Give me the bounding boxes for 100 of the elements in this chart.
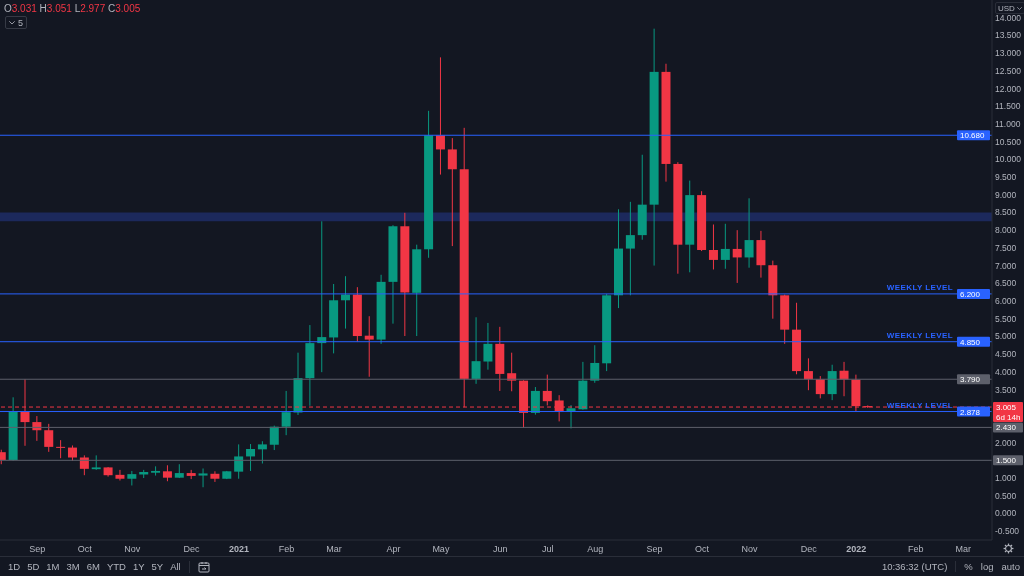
ref-line-label: 2.430 xyxy=(996,423,1017,433)
x-tick-label: Feb xyxy=(907,544,924,554)
candlestick xyxy=(732,229,742,284)
y-tick-label: 8.000 xyxy=(995,225,1017,236)
x-tick-label: Sep xyxy=(646,544,663,554)
x-tick-label: Jun xyxy=(492,544,508,554)
candlestick xyxy=(257,440,267,465)
y-tick-label: 6.000 xyxy=(995,295,1017,306)
y-tick-label: 12.500 xyxy=(995,65,1022,76)
x-tick-label: 2022 xyxy=(846,544,867,554)
text: log xyxy=(980,561,994,572)
y-tick-label: 7.000 xyxy=(995,260,1017,271)
text: 5Y xyxy=(151,561,164,572)
candlestick xyxy=(471,316,481,385)
x-tick-label: Mar xyxy=(326,544,342,554)
x-tick-label: May xyxy=(432,544,450,554)
candlestick xyxy=(435,56,445,176)
candlestick xyxy=(507,352,517,392)
candlestick xyxy=(44,423,54,453)
candlestick xyxy=(815,375,825,399)
y-tick-label: 2.000 xyxy=(995,437,1017,448)
candlestick xyxy=(198,467,208,488)
x-tick-label: Dec xyxy=(800,544,818,554)
x-tick-label: 2021 xyxy=(229,544,250,554)
x-tick-label: Aug xyxy=(587,544,604,554)
y-tick-label: 8.500 xyxy=(995,207,1017,218)
text: 3M xyxy=(66,561,80,572)
candlestick xyxy=(744,197,754,269)
text: All xyxy=(170,561,181,572)
x-tick-label: Apr xyxy=(386,544,401,554)
y-tick-label: -0.500 xyxy=(995,526,1020,537)
annotation: 5 xyxy=(18,17,24,28)
text: 1M xyxy=(46,561,60,572)
y-tick-label: 7.500 xyxy=(995,242,1017,253)
y-tick-label: 9.500 xyxy=(995,172,1017,183)
ref-line-label: 3.005 xyxy=(996,403,1017,413)
ref-line-label: 2.878 xyxy=(960,407,981,417)
text: YTD xyxy=(106,561,126,572)
y-tick-label: 11.000 xyxy=(995,118,1021,129)
text: 10:36:32 (UTC) xyxy=(881,561,948,572)
y-tick-label: 11.500 xyxy=(995,101,1021,112)
candlestick xyxy=(839,361,849,397)
candlestick xyxy=(720,223,730,270)
candlestick xyxy=(590,344,600,384)
annotation: WEEKLY LEVEL xyxy=(886,401,953,411)
y-tick-label: 13.000 xyxy=(995,48,1022,59)
y-tick-label: 10.500 xyxy=(995,136,1022,147)
candlestick xyxy=(708,224,718,270)
candlestick xyxy=(625,201,635,296)
y-tick-label: 13.500 xyxy=(995,30,1022,41)
candlestick xyxy=(56,439,66,459)
ref-line-label: 6.200 xyxy=(960,289,981,299)
x-tick-label: Mar xyxy=(955,544,971,554)
candlestick xyxy=(281,390,291,436)
text: 5D xyxy=(27,561,40,572)
text: % xyxy=(955,561,973,572)
text: 6M xyxy=(86,561,100,572)
x-tick-label: Nov xyxy=(741,544,759,554)
candlestick xyxy=(483,322,493,371)
y-tick-label: 14.000 xyxy=(995,12,1022,23)
y-tick-label: 12.000 xyxy=(995,83,1022,94)
annotation: O3.031 H3.051 L2.977 C3.005 xyxy=(4,3,141,14)
annotation: WEEKLY LEVEL xyxy=(886,331,953,341)
ref-line-label: 4.850 xyxy=(960,337,981,347)
y-tick-label: 10.000 xyxy=(995,154,1022,165)
candlestick xyxy=(827,364,837,401)
y-tick-label: 4.500 xyxy=(995,349,1017,360)
candlestick xyxy=(269,425,279,451)
x-tick-label: Jul xyxy=(541,544,554,554)
candlestick xyxy=(234,443,244,480)
y-tick-label: 3.500 xyxy=(995,384,1017,395)
text: 6d 14h xyxy=(996,413,1021,423)
ref-line-label: 10.680 xyxy=(960,131,986,141)
x-tick-label: Feb xyxy=(278,544,295,554)
annotation: WEEKLY LEVEL xyxy=(886,283,953,293)
text: auto xyxy=(1001,561,1020,572)
ref-line-label: 1.500 xyxy=(996,456,1017,466)
ref-line-label: 3.790 xyxy=(960,375,981,385)
y-tick-label: 5.500 xyxy=(995,313,1017,324)
y-axis-title: USD xyxy=(998,3,1015,13)
candlestick xyxy=(530,386,540,416)
candlestick xyxy=(210,470,220,483)
y-tick-label: 0.500 xyxy=(995,490,1017,501)
x-tick-label: Nov xyxy=(124,544,141,554)
x-tick-label: Oct xyxy=(695,544,710,554)
candlestick xyxy=(246,443,256,472)
y-tick-label: 4.000 xyxy=(995,366,1017,377)
y-tick-label: 1.000 xyxy=(995,473,1017,484)
candlestick xyxy=(803,357,813,391)
candlestick xyxy=(447,137,457,247)
candlestick xyxy=(115,469,125,482)
y-tick-label: 6.500 xyxy=(995,278,1017,289)
candlestick xyxy=(79,454,89,476)
x-tick-label: Oct xyxy=(77,544,93,554)
y-tick-label: 9.000 xyxy=(995,189,1017,200)
y-tick-label: 5.000 xyxy=(995,331,1017,342)
candlestick xyxy=(364,315,374,378)
x-tick-label: Dec xyxy=(183,544,201,554)
text: 1D xyxy=(8,561,21,572)
text: 1Y xyxy=(132,561,145,572)
